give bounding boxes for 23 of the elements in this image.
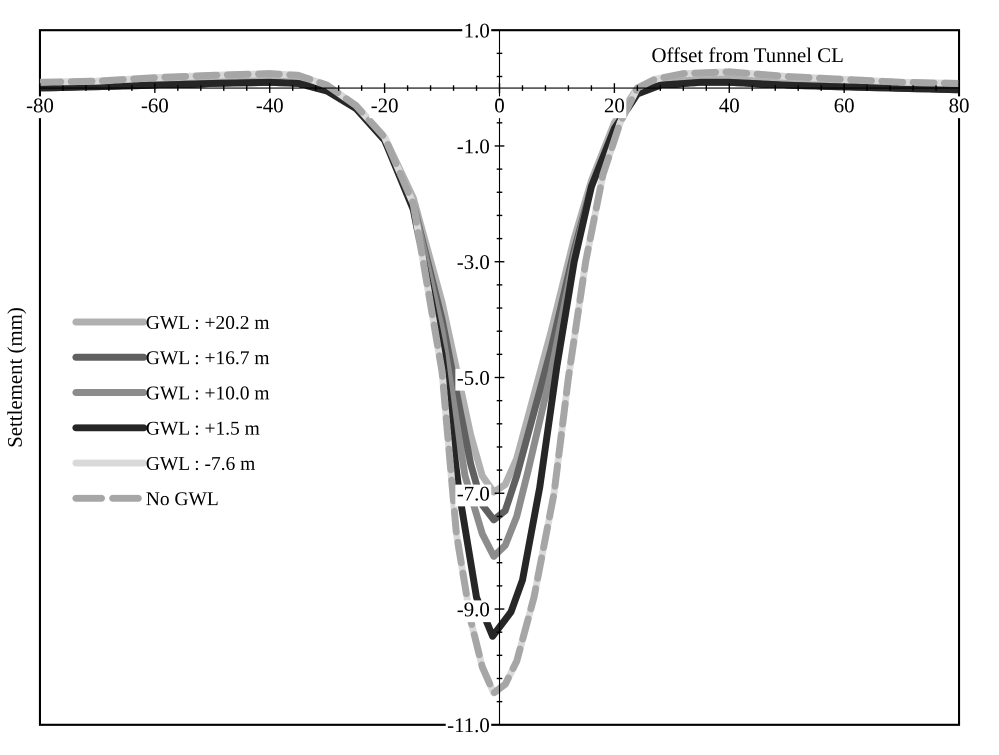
- legend-label: GWL : +20.2 m: [146, 316, 270, 330]
- y-tick-label: -5.0: [458, 370, 489, 386]
- legend-label: GWL : +1.5 m: [146, 422, 260, 435]
- x-tick-label: -80: [26, 98, 54, 112]
- y-axis-title: Settlement (mm): [7, 308, 26, 446]
- y-tick-label: -11.0: [448, 718, 489, 732]
- x-tick-label: 20: [604, 98, 624, 112]
- y-tick-label: -9.0: [458, 602, 489, 617]
- y-tick-label: -3.0: [458, 255, 489, 270]
- x-axis-title: Offset from Tunnel CL: [652, 47, 843, 62]
- y-tick-label: -7.0: [458, 486, 489, 501]
- x-tick-label: -40: [256, 98, 283, 112]
- x-tick-label: 60: [834, 98, 854, 112]
- legend-label: GWL : +16.7 m: [146, 351, 270, 364]
- x-tick-label: -60: [142, 98, 168, 112]
- y-tick-label: 1.0: [466, 24, 489, 38]
- y-tick-label: -1.0: [458, 139, 489, 154]
- legend-label: GWL : +10.0 m: [146, 386, 270, 400]
- legend-label: No GWL: [146, 492, 218, 506]
- x-tick-label: 40: [719, 98, 739, 112]
- x-tick-label: 80: [949, 98, 969, 112]
- legend-label: GWL : -7.6 m: [146, 456, 255, 470]
- x-tick-label: -20: [372, 98, 398, 112]
